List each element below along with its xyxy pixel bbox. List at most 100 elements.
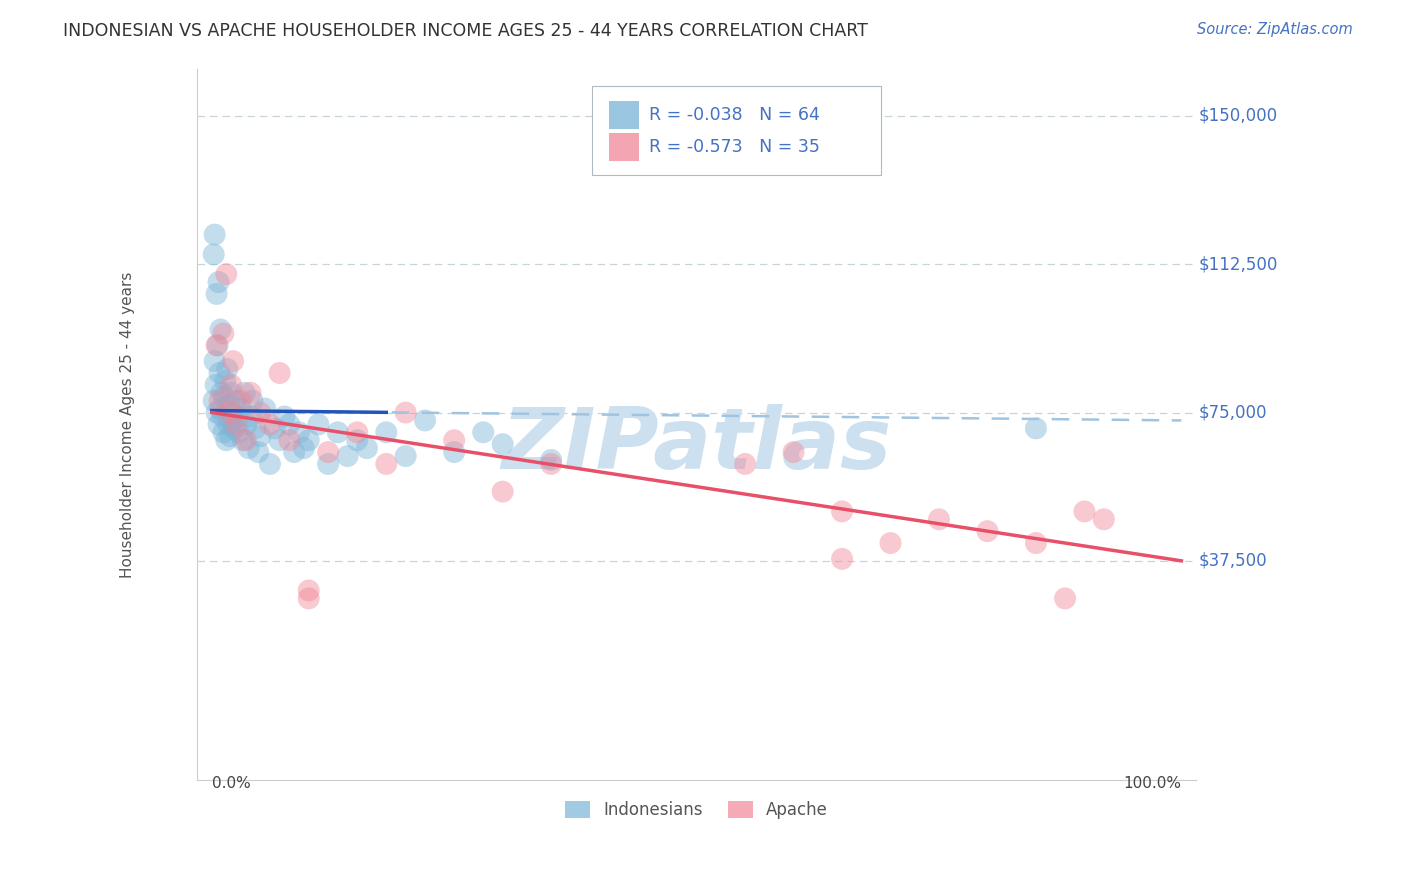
Point — [831, 552, 853, 566]
Bar — [609, 133, 638, 161]
Point — [214, 390, 236, 404]
Point — [214, 374, 236, 388]
Point — [208, 393, 231, 408]
Point — [492, 437, 515, 451]
Text: R = -0.573   N = 35: R = -0.573 N = 35 — [648, 138, 820, 156]
Point — [247, 445, 270, 459]
Point — [204, 354, 226, 368]
Text: Source: ZipAtlas.com: Source: ZipAtlas.com — [1197, 22, 1353, 37]
Point — [208, 366, 231, 380]
Point — [226, 409, 249, 424]
Point — [540, 457, 562, 471]
Point — [782, 445, 804, 459]
Point — [249, 405, 271, 419]
Text: ZIPatlas: ZIPatlas — [502, 404, 891, 487]
Text: 100.0%: 100.0% — [1123, 776, 1181, 791]
Point — [288, 425, 311, 440]
Point — [218, 405, 240, 419]
Point — [263, 421, 285, 435]
Point — [316, 457, 339, 471]
Point — [298, 434, 321, 448]
Point — [540, 453, 562, 467]
Point — [204, 227, 226, 242]
Point — [443, 434, 465, 448]
Point — [211, 409, 233, 424]
Point — [229, 393, 252, 408]
Point — [229, 401, 252, 416]
Point — [336, 449, 359, 463]
Text: INDONESIAN VS APACHE HOUSEHOLDER INCOME AGES 25 - 44 YEARS CORRELATION CHART: INDONESIAN VS APACHE HOUSEHOLDER INCOME … — [63, 22, 868, 40]
Point — [207, 338, 229, 352]
Point — [232, 434, 254, 448]
Point — [233, 385, 256, 400]
Point — [326, 425, 349, 440]
Point — [221, 413, 243, 427]
Point — [976, 524, 998, 538]
Point — [346, 425, 368, 440]
Legend: Indonesians, Apache: Indonesians, Apache — [558, 794, 835, 825]
Point — [413, 413, 436, 427]
Point — [831, 504, 853, 518]
Point — [1073, 504, 1095, 518]
Point — [207, 417, 229, 432]
Point — [217, 362, 239, 376]
Point — [278, 417, 301, 432]
Text: $75,000: $75,000 — [1199, 403, 1267, 422]
Point — [254, 401, 277, 416]
Point — [239, 385, 262, 400]
Point — [269, 366, 291, 380]
Point — [928, 512, 950, 526]
Text: $37,500: $37,500 — [1199, 552, 1267, 570]
Point — [292, 441, 315, 455]
Text: $150,000: $150,000 — [1199, 107, 1278, 125]
Point — [734, 457, 756, 471]
Point — [242, 393, 264, 408]
Point — [375, 425, 398, 440]
Point — [492, 484, 515, 499]
Point — [1054, 591, 1077, 606]
Point — [316, 445, 339, 459]
Point — [215, 267, 238, 281]
Text: R = -0.038   N = 64: R = -0.038 N = 64 — [648, 106, 820, 124]
Point — [278, 434, 301, 448]
Point — [217, 417, 239, 432]
Text: $112,500: $112,500 — [1199, 255, 1278, 273]
Point — [245, 421, 267, 435]
Point — [209, 322, 232, 336]
Point — [239, 409, 262, 424]
Point — [205, 405, 228, 419]
Point — [259, 417, 281, 432]
Text: Householder Income Ages 25 - 44 years: Householder Income Ages 25 - 44 years — [120, 271, 135, 578]
Point — [298, 583, 321, 598]
Point — [879, 536, 901, 550]
Point — [283, 445, 305, 459]
Point — [225, 417, 247, 432]
Point — [273, 409, 295, 424]
Point — [209, 385, 232, 400]
Point — [215, 434, 238, 448]
Point — [395, 405, 418, 419]
Point — [1025, 536, 1047, 550]
Point — [375, 457, 398, 471]
Point — [228, 425, 250, 440]
Point — [269, 434, 291, 448]
Point — [207, 275, 229, 289]
Point — [472, 425, 495, 440]
Point — [202, 393, 225, 408]
Point — [205, 287, 228, 301]
Point — [222, 421, 245, 435]
Point — [222, 405, 245, 419]
Point — [1025, 421, 1047, 435]
Point — [219, 377, 242, 392]
Point — [205, 338, 228, 352]
Point — [202, 247, 225, 261]
Point — [235, 417, 257, 432]
Point — [298, 591, 321, 606]
Point — [443, 445, 465, 459]
Point — [395, 449, 418, 463]
Point — [259, 457, 281, 471]
Bar — [609, 101, 638, 129]
Point — [235, 434, 257, 448]
Point — [225, 393, 247, 408]
Point — [212, 326, 235, 341]
